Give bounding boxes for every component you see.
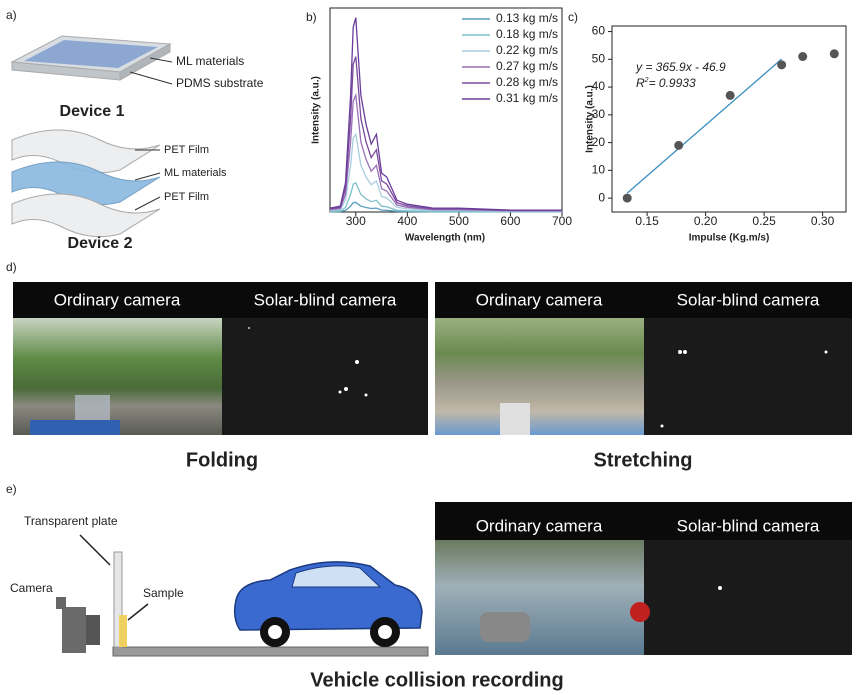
annotation: ML materials [176, 54, 244, 68]
y-tick-label: 50 [592, 51, 606, 65]
r-squared: R2= 0.9933 [636, 76, 696, 90]
x-tick-label: 400 [397, 214, 417, 228]
legend-label: 0.28 kg m/s [496, 75, 558, 89]
plot-frame [611, 25, 847, 213]
x-tick-label: 0.15 [635, 214, 659, 228]
legend-label: 0.13 kg m/s [496, 11, 558, 25]
y-axis-title: Intensity (a.u.) [311, 76, 322, 144]
panel-label: a) [6, 8, 17, 22]
spectrum-line [329, 56, 562, 212]
device-1-illustration [10, 35, 172, 81]
y-tick-label: 30 [592, 107, 606, 121]
legend-label: 0.31 kg m/s [496, 91, 558, 105]
x-tick-label: 0.20 [694, 214, 718, 228]
legend-label: 0.18 kg m/s [496, 27, 558, 41]
fit-equation: y = 365.9x - 46.9 [635, 60, 726, 74]
r-base: R [636, 76, 645, 90]
r-rest: = 0.9933 [649, 76, 696, 90]
camera-label: Solar-blind camera [254, 290, 397, 309]
device-label: Device 1 [60, 103, 125, 120]
x-axis-title: Wavelength (nm) [405, 233, 485, 244]
device-label: Device 2 [68, 235, 133, 252]
annotation: Transparent plate [24, 514, 118, 528]
folding-photos [13, 282, 428, 435]
collision-setup [56, 534, 429, 657]
annotation: Sample [143, 586, 184, 600]
collision-photos [435, 502, 852, 655]
panel-label: e) [6, 482, 17, 496]
annotation: PDMS substrate [176, 76, 264, 90]
x-tick-label: 500 [449, 214, 469, 228]
panel-label: d) [6, 260, 17, 274]
y-tick-label: 10 [592, 163, 606, 177]
r-sup: 2 [644, 77, 649, 84]
x-tick-label: 600 [500, 214, 520, 228]
camera-label: Ordinary camera [476, 516, 603, 535]
annotation: Camera [10, 581, 53, 595]
x-tick-label: 0.30 [811, 214, 835, 228]
pointer [134, 172, 161, 181]
camera-label: Ordinary camera [476, 290, 603, 309]
annotation: ML materials [164, 167, 227, 179]
spectrum-line [329, 92, 562, 212]
legend-label: 0.27 kg m/s [496, 59, 558, 73]
camera-label: Solar-blind camera [677, 516, 820, 535]
panel-label: b) [306, 10, 317, 24]
x-tick-label: 0.25 [752, 214, 776, 228]
x-tick-label: 300 [346, 214, 366, 228]
x-axis-title: Impulse (Kg.m/s) [689, 233, 770, 244]
spectrum-line [329, 132, 562, 212]
data-point [829, 49, 839, 59]
y-tick-label: 20 [592, 135, 606, 149]
y-tick-label: 60 [592, 24, 606, 38]
panel-label: c) [568, 10, 578, 24]
caption: Stretching [594, 449, 693, 471]
device-2-illustration [11, 129, 161, 238]
spectrum-line [329, 182, 562, 213]
stretching-photos [435, 282, 852, 435]
legend-label: 0.22 kg m/s [496, 43, 558, 57]
y-axis-title: Intensity (a.u.) [585, 85, 596, 153]
caption: Folding [186, 449, 258, 471]
x-tick-label: 700 [552, 214, 572, 228]
camera-label: Solar-blind camera [677, 290, 820, 309]
spectrum-line [329, 17, 562, 211]
data-point [798, 52, 808, 62]
pointer [134, 196, 161, 211]
y-tick-label: 40 [592, 79, 606, 93]
data-point [622, 193, 632, 203]
pointer [149, 57, 173, 63]
data-point [674, 140, 684, 150]
data-point [725, 90, 735, 100]
data-point [777, 60, 787, 70]
fit-line [626, 58, 783, 194]
y-tick-label: 0 [598, 190, 605, 204]
annotation: PET Film [164, 144, 209, 156]
annotation: PET Film [164, 191, 209, 203]
caption: Vehicle collision recording [310, 669, 563, 691]
camera-label: Ordinary camera [54, 290, 181, 309]
pointer [129, 71, 173, 85]
